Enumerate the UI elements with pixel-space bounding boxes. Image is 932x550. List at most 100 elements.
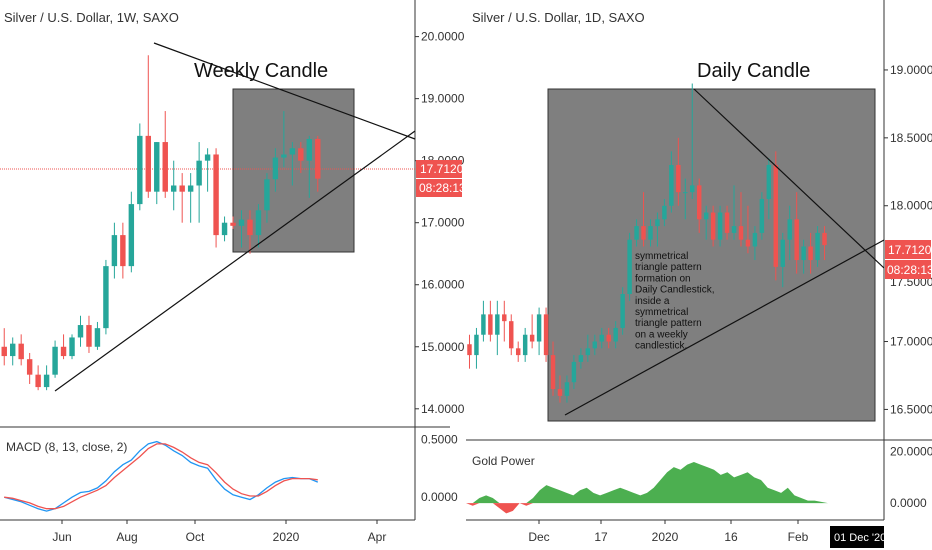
left-price-tick-label: 14.0000 — [421, 402, 465, 416]
left-price-tick-label: 19.0000 — [421, 92, 465, 106]
weekly-candle-body — [86, 325, 92, 347]
right-price-tick-label: 19.0000 — [890, 63, 932, 77]
daily-candle-body — [522, 334, 528, 356]
right-chart-title: Silver / U.S. Dollar, 1D, SAXO — [472, 10, 645, 25]
weekly-candle-body — [281, 154, 287, 158]
date-badge: 01 Dec '20 — [834, 532, 886, 544]
weekly-candle-body — [77, 325, 84, 338]
left-time-label: Aug — [116, 530, 137, 544]
right-daily-box — [547, 88, 876, 422]
note-line: Daily Candlestick, — [635, 285, 714, 296]
daily-candle-body — [662, 205, 667, 220]
note-line: formation on — [635, 273, 691, 284]
daily-candle-body — [515, 348, 521, 356]
daily-candle-body — [495, 314, 500, 335]
daily-candle-body — [571, 361, 577, 383]
right-time-label: Feb — [788, 530, 809, 544]
daily-candle-body — [474, 334, 479, 356]
weekly-candle-body — [9, 343, 16, 357]
daily-candle-body — [550, 355, 556, 390]
weekly-candle-body — [247, 219, 253, 236]
weekly-candle-body — [179, 185, 185, 192]
daily-candle-body — [703, 212, 709, 220]
weekly-candle-body — [69, 337, 75, 357]
daily-candle-label: Daily Candle — [697, 60, 810, 82]
weekly-candle-body — [35, 374, 41, 388]
daily-candle-body — [696, 185, 702, 220]
daily-candle-body — [599, 334, 604, 342]
left-price-badge-bg — [416, 160, 462, 178]
daily-candle-body — [787, 219, 792, 240]
macd-label: MACD (8, 13, close, 2) — [6, 440, 127, 454]
weekly-candle-body — [170, 185, 177, 192]
daily-candle-body — [717, 212, 723, 240]
daily-candle-body — [502, 314, 507, 322]
left-time-label: Apr — [368, 530, 387, 544]
daily-candle-body — [655, 219, 660, 227]
daily-candle-body — [801, 246, 806, 261]
weekly-candle-body — [230, 222, 236, 226]
daily-candle-body — [529, 334, 535, 342]
weekly-candle-body — [196, 160, 202, 186]
daily-candle-body — [592, 341, 598, 349]
weekly-candle-body — [306, 138, 313, 161]
daily-candle-body — [585, 348, 591, 356]
daily-candle-body — [690, 185, 695, 193]
note-line: candlestick. — [635, 341, 687, 352]
right-time-label: 17 — [594, 530, 608, 544]
left-price-tick-label: 16.0000 — [421, 278, 465, 292]
note-line: symmetrical — [635, 307, 688, 318]
right-price-tick-label: 18.5000 — [890, 131, 932, 145]
weekly-candle-body — [272, 157, 279, 180]
right-price-badge: 17.7120 — [888, 243, 932, 257]
right-countdown-badge: 08:28:13 — [887, 263, 932, 277]
right-upper-trendline — [693, 88, 885, 269]
macd-tick-label: 0.0000 — [421, 490, 458, 504]
left-countdown-badge-bg — [416, 179, 462, 197]
daily-candle-body — [509, 321, 514, 349]
daily-candle-body — [669, 165, 674, 206]
macd-tick-label: 0.5000 — [421, 432, 458, 446]
daily-candle-body — [481, 314, 486, 335]
weekly-candle-body — [94, 328, 101, 347]
gold-power-negative — [466, 503, 828, 514]
weekly-candle-body — [60, 346, 67, 357]
daily-candle-body — [731, 226, 737, 233]
weekly-candle-label: Weekly Candle — [194, 60, 328, 82]
daily-candle-body — [794, 219, 799, 261]
right-price-tick-label: 16.5000 — [890, 402, 932, 416]
gold-power-label: Gold Power — [472, 454, 535, 468]
weekly-candle-body — [18, 343, 24, 360]
daily-candle-body — [683, 192, 688, 194]
note-line: symmetrical — [635, 251, 688, 262]
left-lower-trendline — [54, 130, 416, 392]
note-line: inside a — [635, 296, 670, 307]
daily-candle-body — [738, 226, 744, 240]
left-price-tick-label: 17.0000 — [421, 216, 465, 230]
right-lower-trendline — [564, 239, 885, 416]
daily-candle-body — [759, 198, 765, 233]
left-price-axis: 20.000019.000018.000017.000016.000015.00… — [415, 30, 465, 416]
weekly-candle-body — [145, 135, 152, 192]
gold-power-area — [466, 462, 828, 514]
indicator-axes: 0.5000 0.0000 20.0000 0.0000 — [421, 432, 932, 510]
right-candles — [467, 83, 827, 403]
left-countdown-badge: 08:28:13 — [419, 181, 466, 195]
left-candles — [1, 55, 321, 391]
date-badge-bg — [830, 526, 884, 548]
weekly-candle-body — [103, 266, 109, 329]
weekly-candle-body — [111, 235, 118, 267]
daily-candle-body — [815, 232, 820, 261]
weekly-candle-body — [315, 138, 321, 179]
weekly-candle-body — [120, 235, 126, 267]
weekly-candle-body — [204, 154, 211, 161]
right-price-axis: 19.000018.500018.000017.000016.500017.50… — [884, 63, 932, 416]
weekly-candle-body — [128, 204, 135, 267]
weekly-candle-body — [154, 142, 160, 192]
left-time-labels: Jun Aug Oct 2020 Apr — [52, 520, 386, 544]
note-line: triangle pattern — [635, 318, 702, 329]
weekly-candle-body — [221, 222, 228, 236]
weekly-candle-body — [238, 219, 245, 226]
